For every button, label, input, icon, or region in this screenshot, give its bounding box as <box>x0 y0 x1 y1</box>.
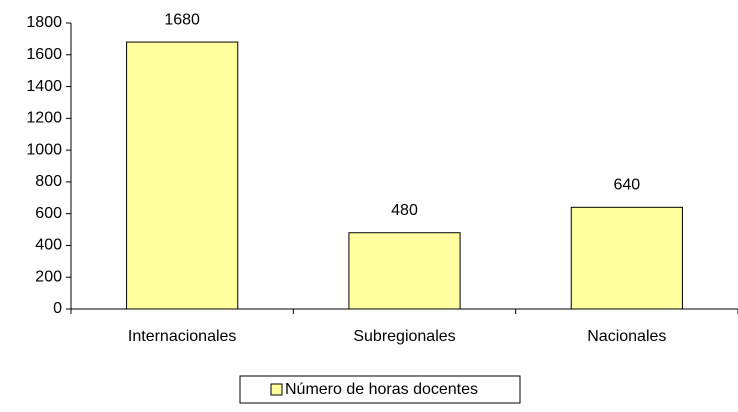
y-tick-label: 600 <box>35 205 62 222</box>
bar <box>126 41 239 310</box>
y-tick-label: 1000 <box>26 141 62 158</box>
y-tick-label: 1400 <box>26 78 62 95</box>
y-tick-label: 200 <box>35 268 62 285</box>
x-tick-label: Subregionales <box>353 328 455 345</box>
legend-swatch <box>270 383 283 396</box>
x-tick-label: Internacionales <box>128 328 237 345</box>
bar <box>570 206 683 310</box>
legend-label: Número de horas docentes <box>285 381 478 398</box>
y-tick-label: 1800 <box>26 14 62 31</box>
y-tick-label: 800 <box>35 173 62 190</box>
y-tick-label: 1200 <box>26 110 62 127</box>
legend-box <box>239 375 521 404</box>
data-label: 480 <box>391 202 418 219</box>
x-tick-label: Nacionales <box>587 328 666 345</box>
y-tick-label: 400 <box>35 237 62 254</box>
data-label: 640 <box>613 177 640 194</box>
data-label: 1680 <box>164 11 200 28</box>
y-tick-label: 1600 <box>26 46 62 63</box>
y-tick-label: 0 <box>53 300 62 317</box>
bar <box>348 232 461 310</box>
